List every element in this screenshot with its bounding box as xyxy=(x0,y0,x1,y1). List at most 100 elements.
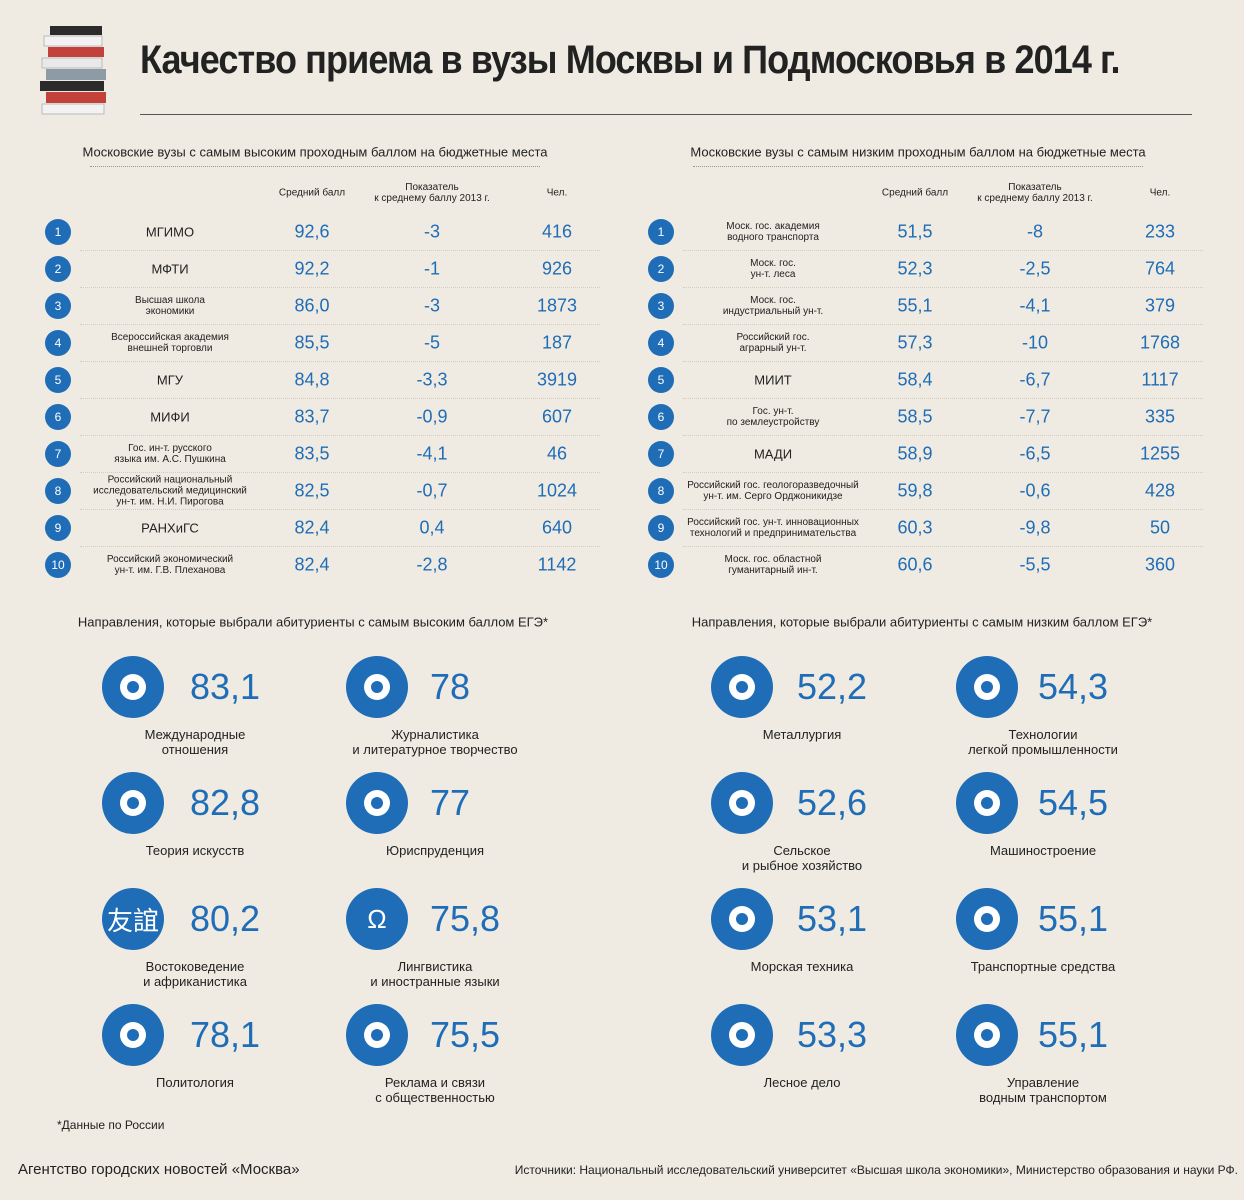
row-divider xyxy=(80,472,600,473)
average-score: 86,0 xyxy=(294,295,330,316)
average-score: 60,3 xyxy=(897,517,933,538)
score-change: -10 xyxy=(1021,332,1049,353)
university-name: МИИТ xyxy=(754,372,792,388)
rank-badge: 10 xyxy=(648,552,674,578)
row-divider xyxy=(683,546,1203,547)
agency: Агентство городских новостей «Москва» xyxy=(18,1161,300,1178)
university-name: Всероссийская академия внешней торговли xyxy=(111,332,229,354)
rank-badge: 6 xyxy=(648,404,674,430)
rank-badge: 8 xyxy=(45,478,71,504)
direction-score: 53,3 xyxy=(797,1014,868,1055)
direction-label: Международные отношения xyxy=(144,727,246,757)
rank-badge: 7 xyxy=(45,441,71,467)
student-count: 1255 xyxy=(1139,443,1181,464)
university-name: Российский гос. аграрный ун-т. xyxy=(736,332,810,354)
average-score: 51,5 xyxy=(897,221,933,242)
student-count: 187 xyxy=(541,332,573,353)
row-divider xyxy=(683,250,1203,251)
average-score: 57,3 xyxy=(897,332,933,353)
direction-icon xyxy=(346,656,408,718)
direction-icon xyxy=(711,656,773,718)
directions-heading: Направления, которые выбрали абитуриенты… xyxy=(77,614,549,630)
direction-icon xyxy=(711,1004,773,1066)
direction-score: 78,1 xyxy=(190,1014,261,1055)
rank-badge: 2 xyxy=(45,256,71,282)
university-name: МФТИ xyxy=(151,261,189,277)
average-score: 59,8 xyxy=(897,480,933,501)
score-change: -0,7 xyxy=(416,480,448,501)
score-change: -1 xyxy=(423,258,441,279)
direction-icon xyxy=(102,772,164,834)
row-divider xyxy=(80,324,600,325)
university-name: Моск. гос. областной гуманитарный ин-т. xyxy=(724,554,822,576)
university-name: МИФИ xyxy=(150,409,190,425)
score-change: -3 xyxy=(423,221,441,242)
university-name: Моск. гос. индустриальный ун-т. xyxy=(722,295,824,317)
direction-label: Юриспруденция xyxy=(385,843,485,858)
heading-rule xyxy=(693,166,1143,167)
score-change: -5 xyxy=(423,332,441,353)
score-change: -2,5 xyxy=(1019,258,1051,279)
row-divider xyxy=(80,435,600,436)
direction-icon xyxy=(102,656,164,718)
university-name: РАНХиГС xyxy=(141,520,199,536)
score-change: -2,8 xyxy=(416,554,448,575)
university-name: Моск. гос. академия водного транспорта xyxy=(726,221,820,243)
direction-score: 80,2 xyxy=(190,898,261,939)
average-score: 83,5 xyxy=(294,443,330,464)
direction-label: Теория искусств xyxy=(145,843,245,858)
column-header: Средний балл xyxy=(881,187,949,199)
direction-score: 54,5 xyxy=(1038,782,1109,823)
row-divider xyxy=(80,546,600,547)
rank-badge: 1 xyxy=(45,219,71,245)
university-name: Моск. гос. ун-т. леса xyxy=(750,258,796,280)
university-name: МАДИ xyxy=(753,446,793,462)
row-divider xyxy=(683,435,1203,436)
student-count: 428 xyxy=(1144,480,1176,501)
footnote: *Данные по России xyxy=(57,1118,165,1132)
student-count: 416 xyxy=(541,221,573,242)
row-divider xyxy=(80,398,600,399)
university-name: Высшая школа экономики xyxy=(135,295,205,317)
direction-icon xyxy=(711,888,773,950)
rank-badge: 4 xyxy=(648,330,674,356)
score-change: -6,5 xyxy=(1019,443,1051,464)
direction-score: 78 xyxy=(430,666,471,707)
rank-badge: 8 xyxy=(648,478,674,504)
direction-label: Реклама и связи с общественностью xyxy=(375,1075,495,1105)
sources: Источники: Национальный исследовательски… xyxy=(514,1163,1238,1177)
student-count: 1024 xyxy=(536,480,578,501)
student-count: 379 xyxy=(1144,295,1176,316)
title-rule xyxy=(140,114,1192,115)
score-change: -5,5 xyxy=(1019,554,1051,575)
student-count: 3919 xyxy=(536,369,578,390)
rank-badge: 3 xyxy=(45,293,71,319)
rank-badge: 5 xyxy=(45,367,71,393)
rank-badge: 7 xyxy=(648,441,674,467)
score-change: -7,7 xyxy=(1019,406,1051,427)
row-divider xyxy=(80,509,600,510)
title: Качество приема в вузы Москвы и Подмоско… xyxy=(140,38,1121,82)
average-score: 55,1 xyxy=(897,295,933,316)
row-divider xyxy=(683,509,1203,510)
score-change: -9,8 xyxy=(1019,517,1051,538)
average-score: 92,6 xyxy=(294,221,330,242)
rank-badge: 3 xyxy=(648,293,674,319)
student-count: 1768 xyxy=(1139,332,1181,353)
average-score: 82,4 xyxy=(294,554,330,575)
student-count: 640 xyxy=(541,517,573,538)
student-count: 1142 xyxy=(537,554,577,575)
score-change: -3 xyxy=(423,295,441,316)
direction-icon xyxy=(956,1004,1018,1066)
average-score: 92,2 xyxy=(294,258,330,279)
student-count: 607 xyxy=(541,406,573,427)
average-score: 60,6 xyxy=(897,554,933,575)
student-count: 50 xyxy=(1149,517,1171,538)
row-divider xyxy=(683,398,1203,399)
direction-label: Морская техника xyxy=(750,959,854,974)
rank-badge: 5 xyxy=(648,367,674,393)
student-count: 764 xyxy=(1144,258,1176,279)
direction-score: 75,8 xyxy=(430,898,501,939)
average-score: 82,5 xyxy=(294,480,330,501)
